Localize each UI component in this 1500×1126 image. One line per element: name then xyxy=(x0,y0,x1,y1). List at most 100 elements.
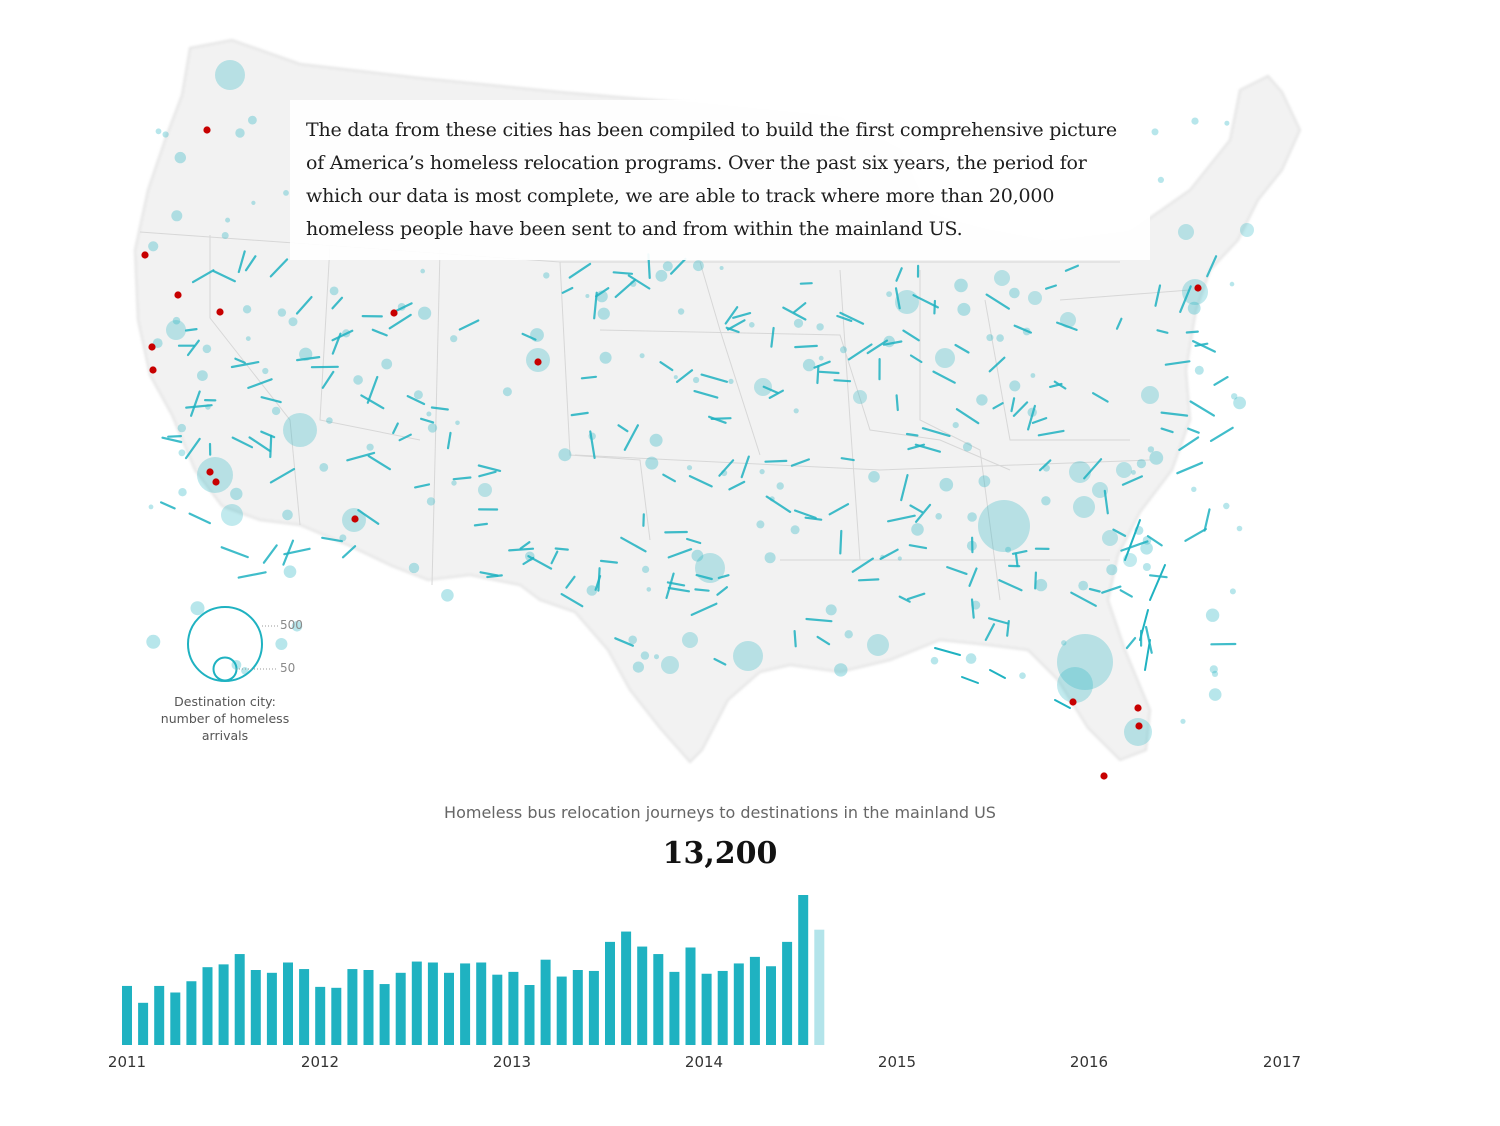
flow-line xyxy=(568,262,592,279)
bar xyxy=(186,981,197,1045)
flow-line xyxy=(357,509,380,525)
flow-line xyxy=(570,411,589,417)
flow-line xyxy=(262,544,278,564)
destination-circle xyxy=(834,663,848,677)
flow-line xyxy=(1189,400,1216,417)
flow-line xyxy=(1185,330,1199,334)
flow-line xyxy=(1013,324,1033,334)
flow-line xyxy=(341,545,357,559)
flow-line xyxy=(1037,429,1065,437)
flow-line xyxy=(191,269,215,284)
destination-circle xyxy=(677,308,685,315)
flow-line xyxy=(231,436,254,449)
flow-line xyxy=(617,424,629,433)
x-tick-label: 2014 xyxy=(684,1053,724,1071)
destination-circle xyxy=(935,513,942,520)
flow-line xyxy=(614,637,635,647)
flow-line xyxy=(955,408,980,425)
destination-circle xyxy=(275,638,288,650)
bar xyxy=(154,985,165,1045)
destination-circle xyxy=(939,477,954,492)
flow-line xyxy=(906,592,926,601)
destination-circle xyxy=(1191,486,1197,492)
destination-circle xyxy=(1208,688,1222,701)
flow-line xyxy=(770,326,775,348)
flow-line xyxy=(700,373,729,383)
flow-line xyxy=(188,512,211,525)
monthly-bar-chart xyxy=(122,895,825,1045)
flow-line xyxy=(909,504,924,514)
destination-circle xyxy=(166,320,186,340)
flow-line xyxy=(1124,519,1141,561)
destination-circle xyxy=(1069,461,1091,483)
destination-circle xyxy=(262,367,269,375)
flow-line xyxy=(589,430,596,459)
flow-line xyxy=(519,541,531,550)
destination-circle xyxy=(930,656,939,665)
flow-line xyxy=(1088,587,1101,593)
destination-circle xyxy=(1060,312,1076,328)
flow-line xyxy=(1011,549,1028,555)
origin-city-dot xyxy=(216,308,224,316)
legend-value-large: 500 xyxy=(280,618,303,632)
destination-circle xyxy=(1102,530,1118,546)
flow-line xyxy=(665,572,675,600)
flow-line xyxy=(895,394,899,412)
flow-line xyxy=(161,436,183,444)
origin-city-dot xyxy=(1194,284,1202,292)
flow-line xyxy=(669,257,687,275)
destination-circle xyxy=(897,556,902,561)
flow-line xyxy=(667,586,691,593)
flow-line xyxy=(1203,508,1211,532)
flow-line xyxy=(599,559,619,564)
flow-line xyxy=(1044,284,1058,290)
bar xyxy=(427,962,438,1045)
flow-line xyxy=(269,434,273,459)
destination-circle xyxy=(230,487,243,501)
bar xyxy=(733,963,744,1045)
destination-circle xyxy=(326,417,333,424)
bar xyxy=(266,972,277,1045)
flow-line xyxy=(186,339,200,357)
destination-circle xyxy=(978,500,1030,552)
flow-line xyxy=(954,343,970,354)
flow-line xyxy=(836,314,853,322)
flow-line xyxy=(1121,475,1144,486)
flow-line xyxy=(793,509,817,520)
flow-line xyxy=(346,451,376,462)
destination-circle xyxy=(628,635,637,645)
destination-circle xyxy=(225,217,231,223)
destination-circle xyxy=(1078,580,1089,591)
flow-line xyxy=(740,455,750,479)
flow-line xyxy=(934,647,961,656)
flow-line xyxy=(799,282,813,285)
destination-circle xyxy=(426,411,432,417)
flow-line xyxy=(565,575,576,589)
destination-circle xyxy=(1236,525,1243,532)
destination-circle xyxy=(967,512,977,522)
flow-line xyxy=(360,394,385,410)
flow-line xyxy=(627,274,651,290)
flow-line xyxy=(894,287,901,310)
origin-city-dot xyxy=(203,126,211,134)
flow-line xyxy=(366,375,379,404)
flow-line xyxy=(1160,411,1189,417)
destination-circle xyxy=(558,448,572,462)
bar xyxy=(299,969,310,1045)
flow-line xyxy=(190,390,201,417)
destination-circle xyxy=(661,656,679,674)
destination-circle xyxy=(790,525,800,535)
flow-line xyxy=(793,629,797,648)
flow-line xyxy=(296,356,321,362)
flow-line xyxy=(816,635,831,646)
bar xyxy=(138,1002,149,1045)
flow-line xyxy=(392,422,399,435)
destination-circle xyxy=(543,272,550,279)
flow-line xyxy=(713,657,727,666)
flow-line xyxy=(184,328,198,332)
destination-circle xyxy=(793,408,799,414)
legend-circle-small xyxy=(212,656,238,682)
destination-circle xyxy=(1061,640,1067,646)
destination-circle xyxy=(818,355,824,361)
flow-line xyxy=(1146,534,1163,547)
